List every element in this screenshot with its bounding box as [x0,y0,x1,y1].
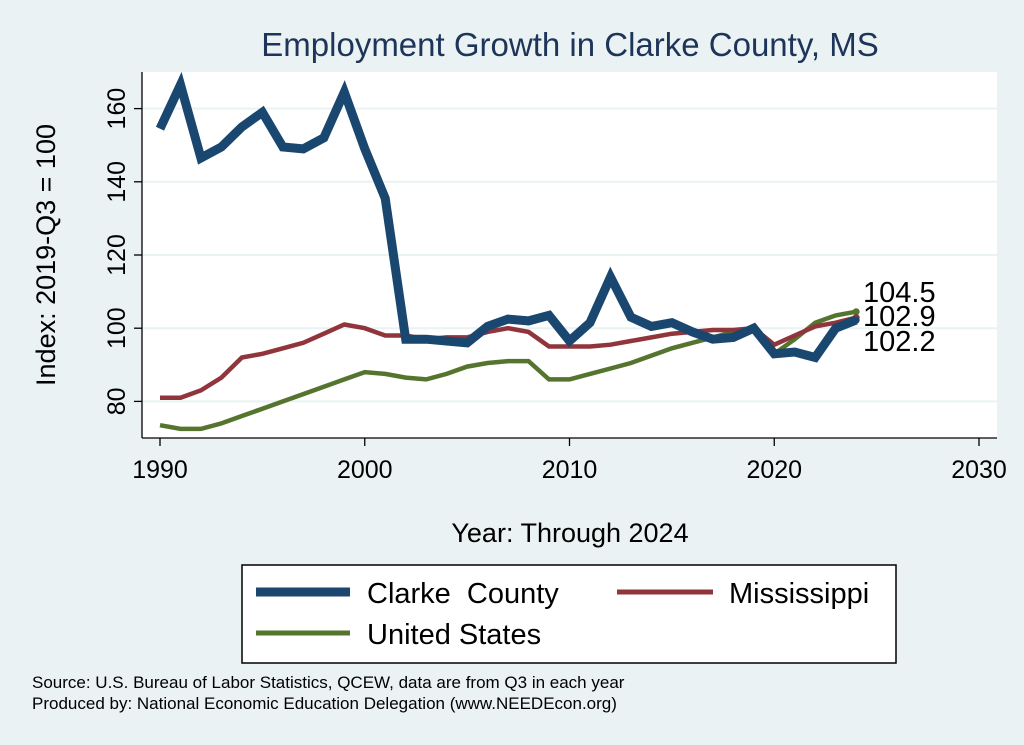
end-point-united-states [852,308,860,316]
x-tick-label-1990: 1990 [132,456,188,484]
y-tick-label-80: 80 [103,387,131,415]
series-line-mississippi [160,315,857,400]
x-tick-label-2010: 2010 [542,456,598,484]
x-tick-label-2000: 2000 [337,456,393,484]
y-tick-label-140: 140 [103,161,131,203]
producer-note: Produced by: National Economic Education… [32,694,617,713]
x-tick-label-2020: 2020 [746,456,802,484]
x-axis: 1990 2000 2010 2020 2030 [132,437,1007,484]
legend: Clarke County Mississippi United States [241,564,897,664]
end-label-mississippi: 102.9 [863,301,936,333]
x-axis-label: Year: Through 2024 [451,518,688,548]
end-label-clarke-county: 102.2 [863,326,936,358]
y-tick-label-100: 100 [103,307,131,349]
y-tick-label-160: 160 [103,88,131,130]
y-axis-label: Index: 2019-Q3 = 100 [31,124,61,386]
y-tick-label-120: 120 [103,234,131,276]
series-lines [155,71,860,432]
legend-label-united-states: United States [367,619,541,651]
x-tick-label-2030: 2030 [951,456,1007,484]
legend-box [241,564,897,664]
end-label-united-states: 104.5 [863,277,936,309]
legend-label-mississippi: Mississippi [729,578,869,610]
source-note: Source: U.S. Bureau of Labor Statistics,… [32,673,625,692]
end-point-clarke-county [852,316,860,324]
legend-label-clarke-county: Clarke County [367,578,559,610]
y-axis: 80 100 120 140 160 [103,72,143,438]
series-line-clarke-county [155,71,858,363]
chart-title: Employment Growth in Clarke County, MS [261,26,878,63]
